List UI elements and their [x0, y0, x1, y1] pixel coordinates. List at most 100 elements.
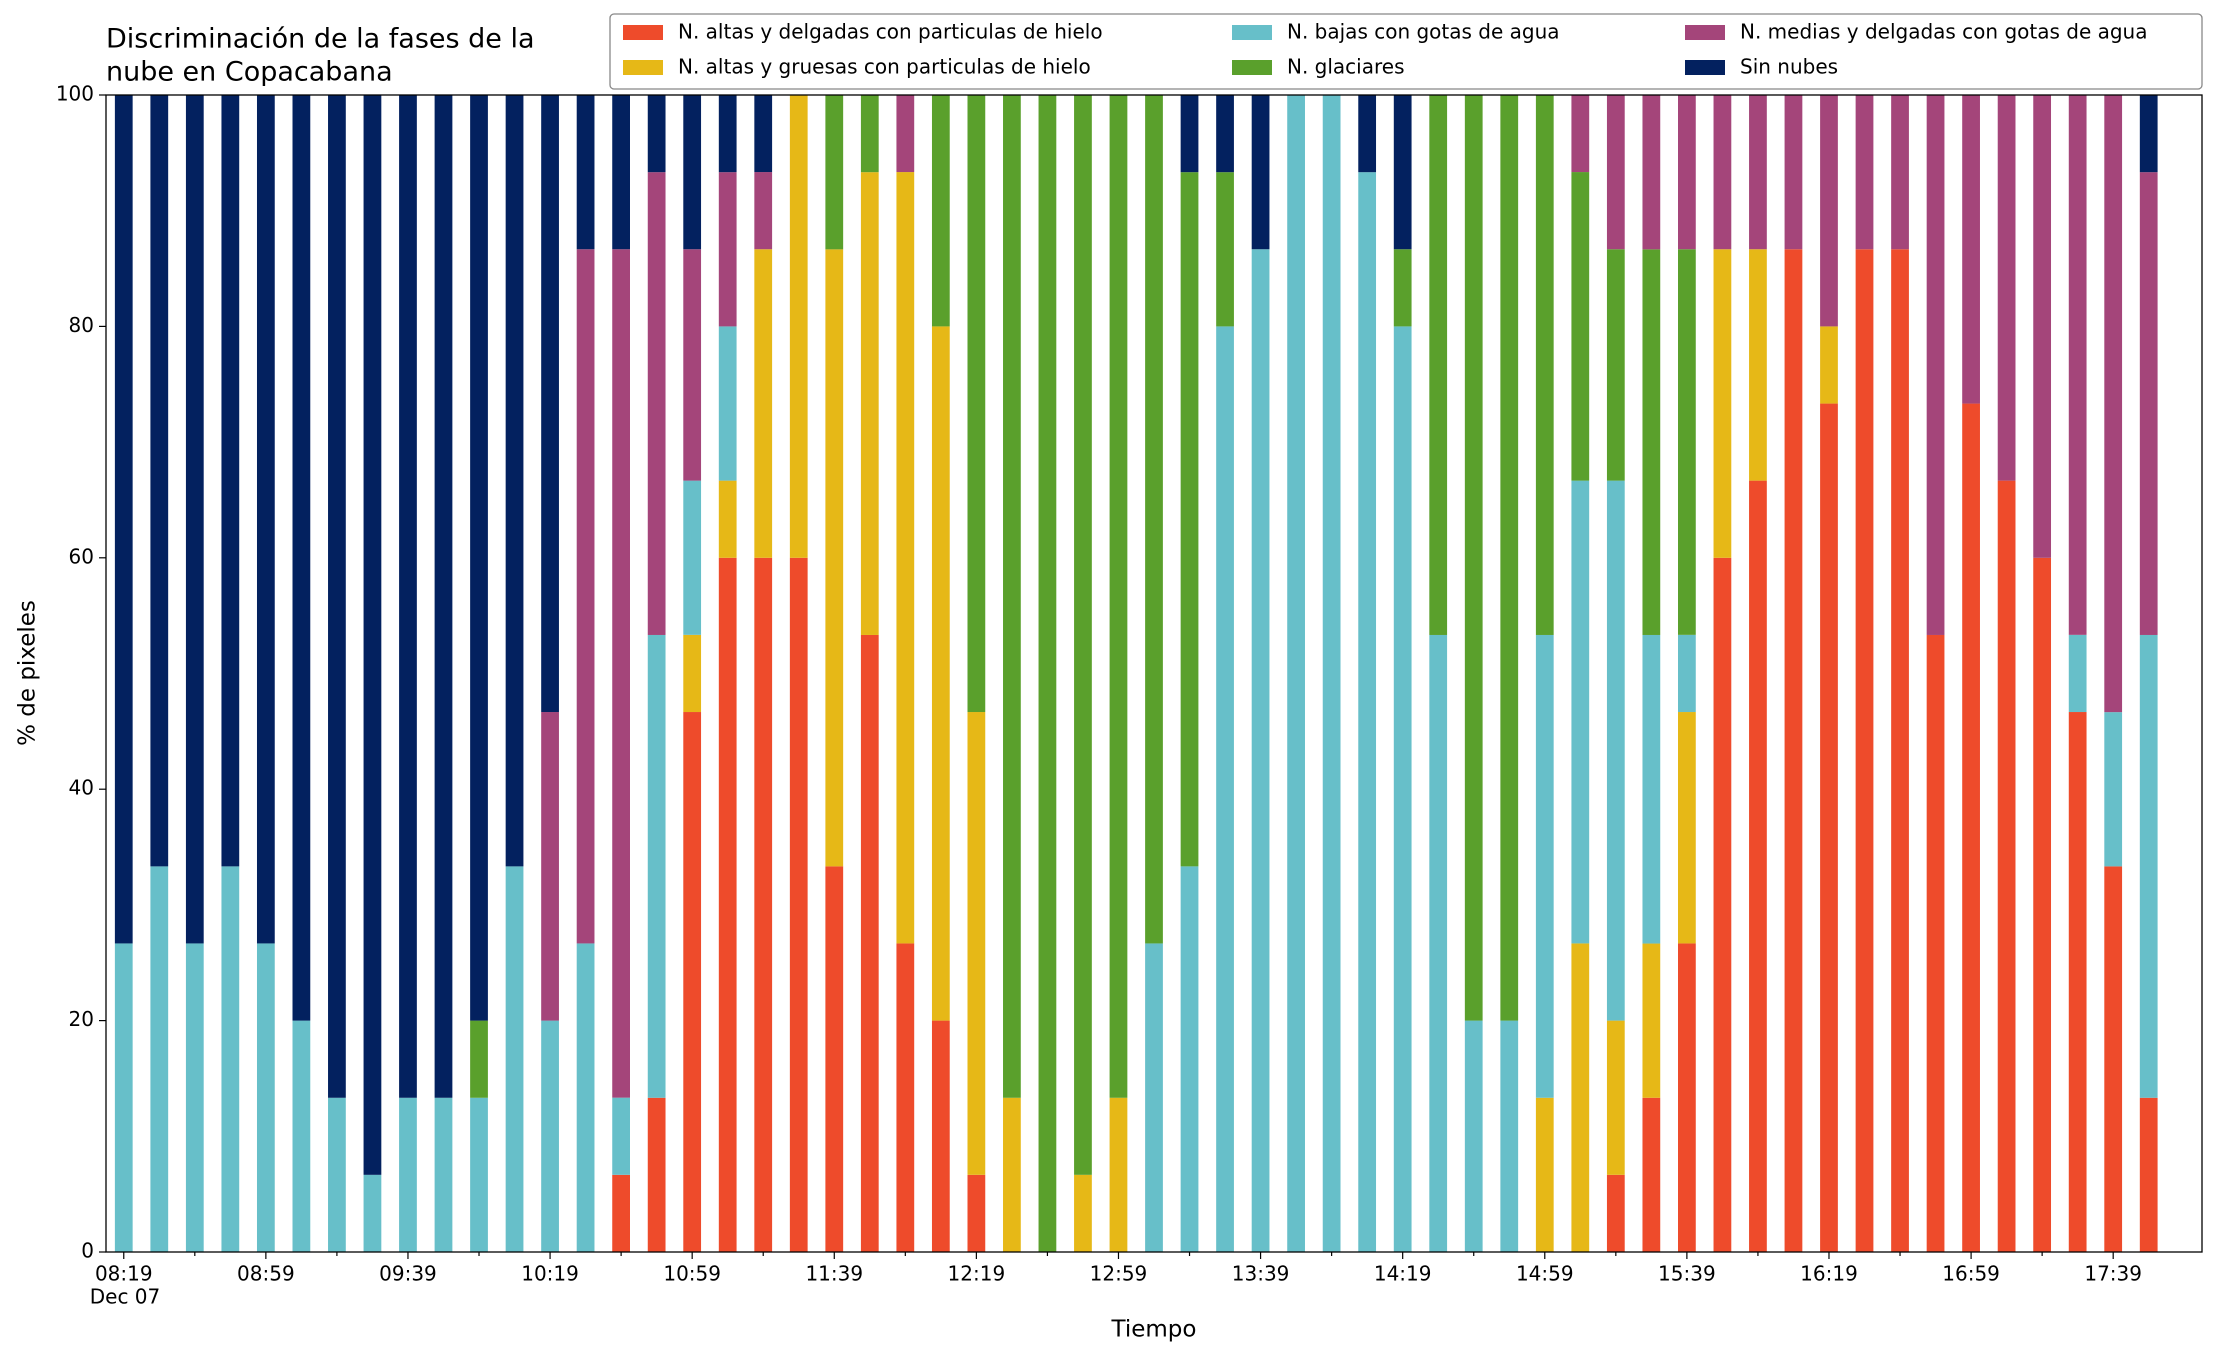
bar-segment — [1571, 480, 1590, 944]
y-tick-label: 0 — [81, 1239, 94, 1263]
bar-segment — [1322, 95, 1341, 1252]
bar-segment — [1074, 95, 1092, 1175]
bar-segment — [647, 1097, 666, 1252]
bar-segment — [825, 249, 844, 867]
bar-segment — [434, 95, 453, 1098]
bar-segment — [789, 95, 808, 558]
bar-segment — [505, 95, 524, 867]
bar-segment — [2068, 94, 2087, 635]
legend-label: Sin nubes — [1740, 55, 1838, 79]
bar-segment — [2139, 1097, 2158, 1252]
bar-segment — [328, 95, 346, 1098]
bar-segment — [541, 712, 559, 1021]
bar-segment — [754, 557, 773, 1252]
bar-segment — [683, 634, 702, 713]
bar-segment — [1606, 249, 1625, 481]
bar-segment — [1855, 249, 1874, 1253]
bar-segment — [399, 1097, 417, 1252]
bar-segment — [1216, 95, 1234, 173]
plot-frame — [105, 94, 2203, 1253]
bar-segment — [1678, 95, 1696, 250]
bar-segment — [1606, 95, 1625, 250]
x-tick-label: 08:19 — [95, 1262, 153, 1286]
bar-segment — [1393, 326, 1412, 1252]
bar-segment — [1429, 95, 1448, 635]
chart-title: nube en Copacabana — [106, 57, 393, 88]
bar-segment — [1003, 95, 1021, 1098]
bar-segment — [434, 1097, 453, 1252]
bar-segment — [2068, 634, 2087, 713]
bar-segment — [541, 95, 559, 713]
bar-segment — [1962, 403, 1980, 1252]
bar-segment — [896, 94, 915, 173]
bar-segment — [718, 95, 737, 173]
bar-segment — [399, 95, 417, 1098]
bar-segment — [1606, 480, 1625, 1021]
bar-segment — [1678, 634, 1696, 713]
bar-segment — [896, 172, 915, 944]
bar-segment — [576, 943, 595, 1252]
bar-segment — [470, 95, 488, 1021]
bar-segment — [1891, 95, 1909, 250]
bar-segment — [612, 95, 630, 250]
bar-segment — [292, 1020, 311, 1252]
bar-segment — [221, 95, 240, 867]
x-tick-label: 16:59 — [1942, 1262, 2000, 1286]
bar-segment — [1109, 1097, 1128, 1252]
bar-segment — [470, 1097, 488, 1252]
bar-segment — [612, 1097, 630, 1175]
bar-segment — [860, 95, 879, 173]
bar-segment — [2033, 557, 2052, 1252]
y-tick-label: 80 — [69, 313, 94, 337]
bar-segment — [1180, 95, 1199, 173]
bar-segment — [683, 480, 702, 635]
legend-swatch — [623, 25, 663, 40]
x-tick-label: 12:19 — [948, 1262, 1006, 1286]
bar-segment — [1749, 249, 1767, 481]
bar-segment — [1606, 1174, 1625, 1252]
x-tick-label: 10:59 — [663, 1262, 721, 1286]
bar-segment — [718, 557, 737, 1252]
bar-segment — [576, 95, 595, 250]
bar-segment — [754, 249, 773, 558]
bar-segment — [1571, 94, 1590, 173]
bar-segment — [647, 95, 666, 173]
bar-segment — [931, 1020, 950, 1252]
bar-segment — [683, 95, 702, 250]
x-tick-label: 09:39 — [379, 1262, 437, 1286]
chart-title: Discriminación de la fases de la — [106, 24, 535, 55]
bar-segment — [683, 249, 702, 481]
bar-segment — [1251, 249, 1270, 1253]
x-tick-label: 13:39 — [1232, 1262, 1290, 1286]
bar-segment — [1500, 95, 1519, 1021]
bar-segment — [1820, 95, 1838, 327]
bar-segment — [1500, 1020, 1519, 1252]
bar-segment — [1713, 95, 1732, 250]
bar-segment — [1003, 1097, 1021, 1252]
bar-segment — [2104, 712, 2123, 867]
bar-segment — [256, 943, 275, 1252]
bar-segment — [1713, 249, 1732, 558]
bar-segment — [754, 94, 773, 173]
bar-segment — [576, 249, 595, 944]
legend-swatch — [1685, 25, 1725, 40]
x-tick-label: 14:59 — [1516, 1262, 1574, 1286]
bar-segment — [541, 1020, 559, 1252]
bar-segment — [2068, 712, 2087, 1252]
bar-segment — [1997, 480, 2016, 1252]
bar-segment — [1997, 95, 2016, 481]
x-tick-label: 15:39 — [1658, 1262, 1716, 1286]
bar-segment — [1535, 95, 1554, 635]
bar-segment — [1962, 95, 1980, 404]
legend-swatch — [1232, 25, 1272, 40]
bar-segment — [1642, 1097, 1661, 1252]
bar-segment — [612, 249, 630, 1098]
bar-segment — [1393, 249, 1412, 327]
bar-segment — [1642, 249, 1661, 635]
legend-label: N. altas y delgadas con particulas de hi… — [678, 20, 1103, 44]
bar-segment — [1216, 172, 1234, 327]
y-tick-label: 40 — [69, 776, 94, 800]
bar-segment — [754, 172, 773, 250]
